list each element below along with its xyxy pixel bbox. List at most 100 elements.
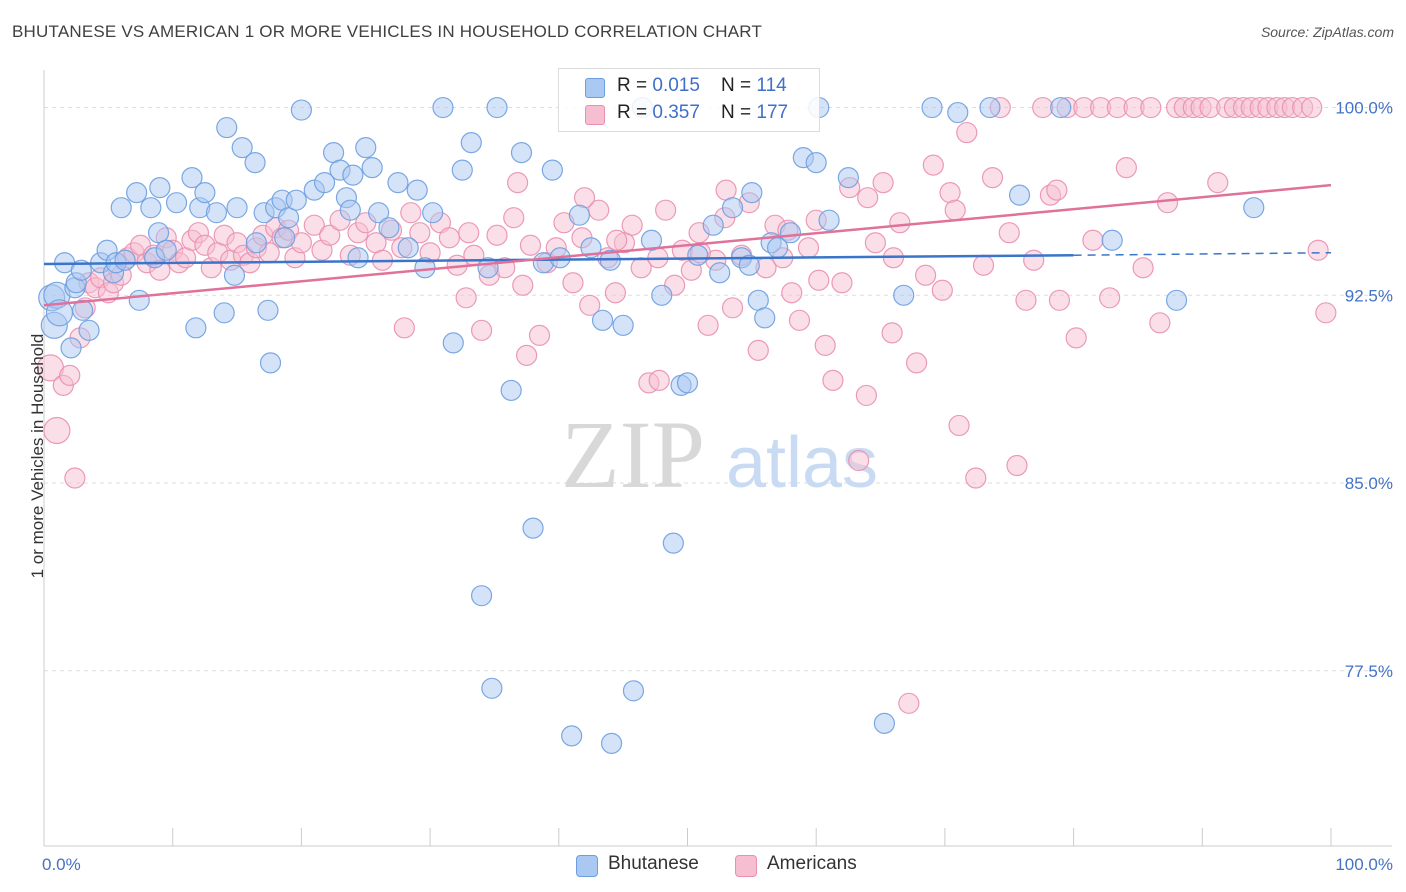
tick-labels: 77.5% 85.0% 92.5% 100.0% 0.0% 100.0% <box>42 99 1393 874</box>
americans-point <box>648 369 670 391</box>
americans-point <box>797 237 820 259</box>
bhutanese-point <box>612 314 634 336</box>
r-label: R = <box>617 102 653 123</box>
americans-point <box>1048 289 1071 311</box>
chart-source: Source: ZipAtlas.com <box>1260 24 1394 40</box>
bhutanese-point <box>313 172 336 194</box>
americans-point <box>948 414 970 437</box>
americans-point <box>972 254 995 276</box>
americans-point <box>621 214 643 236</box>
bhutanese-point <box>805 152 827 174</box>
bhutanese-point <box>470 585 493 607</box>
americans-point <box>59 364 81 386</box>
americans-legend-swatch <box>735 855 757 877</box>
bhutanese-point <box>873 712 896 734</box>
bhutanese-point <box>837 167 859 189</box>
americans-point <box>1301 96 1323 119</box>
bhutanese-point <box>342 164 364 186</box>
americans-point <box>519 234 542 256</box>
bhutanese-point <box>277 207 300 229</box>
americans-point <box>393 317 415 339</box>
bhutanese-point <box>259 352 282 374</box>
americans-point <box>1156 192 1179 214</box>
americans-point <box>981 167 1004 189</box>
bhutanese-point <box>500 379 522 402</box>
bhutanese-point <box>422 202 444 224</box>
bhutanese-point <box>709 262 731 284</box>
americans-point <box>864 232 887 254</box>
y-tick-label: 77.5% <box>1345 662 1393 681</box>
bhutanese-point <box>442 332 464 354</box>
americans-point <box>998 222 1020 244</box>
bhutanese-point <box>231 137 253 159</box>
bhutanese-point <box>676 372 699 394</box>
americans-point <box>486 224 508 246</box>
bhutanese-point <box>205 202 228 224</box>
americans-point <box>319 224 341 246</box>
americans-point <box>1115 157 1137 179</box>
correlation-legend: R = 0.015 N = 114 R = 0.357 N = 177 <box>558 68 820 132</box>
bhutanese-point <box>339 199 361 221</box>
americans-swatch <box>585 105 605 125</box>
americans-point <box>944 199 966 221</box>
americans-point <box>881 322 903 344</box>
bhutanese-point <box>600 732 623 754</box>
bhutanese-point <box>274 227 296 249</box>
bhutanese-point <box>194 182 216 204</box>
americans-point <box>848 449 870 472</box>
americans-point <box>1207 172 1229 194</box>
bhutanese-point <box>721 197 744 219</box>
americans-point <box>516 344 538 366</box>
bhutanese-point <box>979 96 1001 119</box>
americans-point <box>512 274 534 296</box>
x-tick-label: 0.0% <box>42 855 81 874</box>
americans-point <box>655 199 677 221</box>
bhutanese-point <box>368 202 390 224</box>
bhutanese-point <box>78 319 100 341</box>
americans-point <box>1015 289 1037 311</box>
bhutanese-point <box>947 101 969 124</box>
americans-point <box>788 309 811 331</box>
americans-point <box>747 339 769 361</box>
bhutanese-swatch <box>585 78 605 98</box>
americans-point <box>604 282 627 304</box>
bhutanese-point <box>481 677 503 699</box>
bhutanese-point <box>1008 184 1031 206</box>
americans-point <box>507 172 529 194</box>
bhutanese-point <box>651 284 673 306</box>
americans-point <box>914 264 937 286</box>
bhutanese-point <box>72 299 94 321</box>
bhutanese-point <box>361 157 383 179</box>
bhutanese-point <box>140 197 162 219</box>
bhutanese-point <box>921 96 943 119</box>
bhutanese-point <box>818 209 840 231</box>
americans-point <box>562 272 584 294</box>
bhutanese-point <box>165 192 188 214</box>
americans-point <box>1065 327 1087 349</box>
bhutanese-point <box>213 302 235 324</box>
americans-point <box>898 692 920 714</box>
axes <box>43 70 1392 847</box>
watermark: ZIP atlas <box>561 401 878 508</box>
bhutanese-point <box>60 337 82 359</box>
americans-point <box>43 416 71 445</box>
bhutanese-point <box>114 249 136 271</box>
bhutanese-point <box>347 247 369 269</box>
americans-point <box>606 229 628 251</box>
americans-point <box>872 172 894 194</box>
bhutanese-point <box>70 259 92 281</box>
bhutanese-point <box>226 197 248 219</box>
y-tick-label: 92.5% <box>1345 286 1393 305</box>
americans-point <box>1023 249 1045 271</box>
series-legend: Bhutanese Americans <box>0 853 1406 877</box>
americans-point <box>1099 287 1121 309</box>
bhutanese-point <box>1050 96 1072 119</box>
bhutanese-point <box>216 116 238 139</box>
bhutanese-point <box>738 254 760 276</box>
bhutanese-point <box>378 217 400 239</box>
americans-point <box>573 187 596 209</box>
americans-point <box>697 314 719 336</box>
r-label: R = <box>617 75 653 96</box>
y-tick-label: 85.0% <box>1345 474 1393 493</box>
americans-point <box>1006 454 1028 477</box>
